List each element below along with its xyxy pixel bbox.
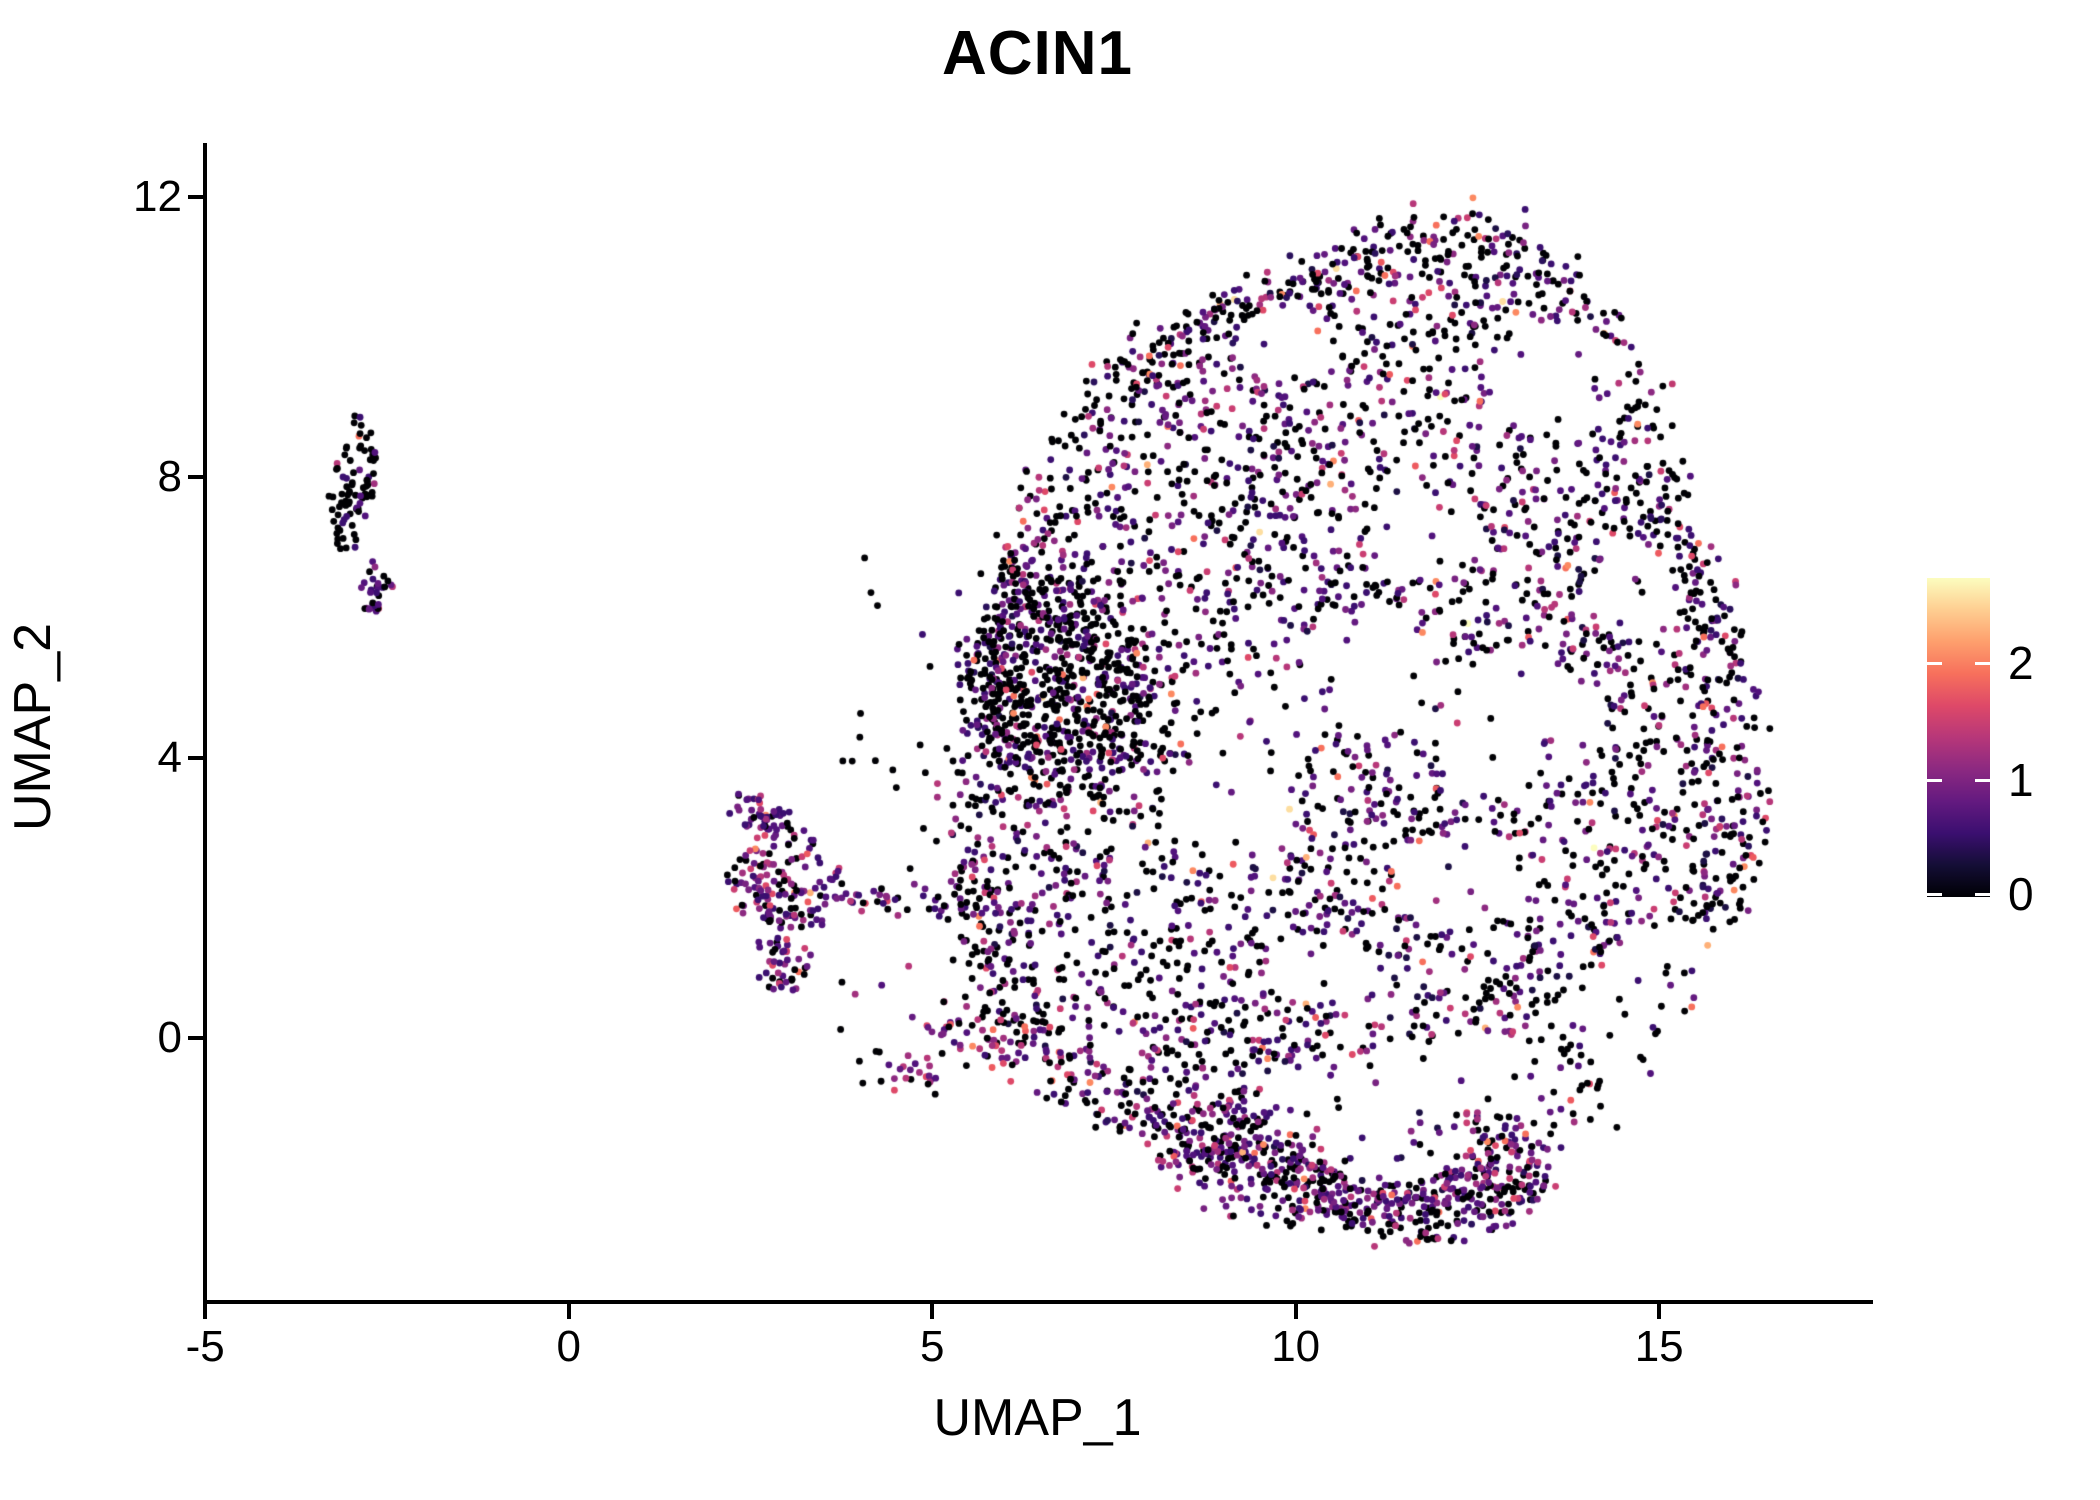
colorbar-tick-1-right xyxy=(1975,778,1990,782)
x-tick-label-0: 0 xyxy=(556,1322,581,1371)
colorbar-label-0: 0 xyxy=(2008,868,2034,920)
x-tick-mark-10 xyxy=(1293,1304,1298,1319)
y-tick-label-12: 12 xyxy=(133,171,182,221)
y-tick-mark-4 xyxy=(188,755,203,760)
y-tick-mark-0 xyxy=(188,1036,203,1040)
x-axis-line xyxy=(203,1300,1873,1304)
x-axis-title: UMAP_1 xyxy=(933,1389,1142,1447)
colorbar-label-1: 1 xyxy=(2008,754,2034,807)
colorbar-tick-0-left xyxy=(1927,892,1942,896)
y-axis-title: UMAP_2 xyxy=(4,622,62,832)
y-tick-mark-8 xyxy=(188,475,203,480)
y-tick-label-8: 8 xyxy=(157,452,182,502)
colorbar-tick-2-left xyxy=(1927,661,1942,665)
x-tick-label-15: 15 xyxy=(1634,1322,1684,1371)
x-tick-mark-0 xyxy=(566,1304,571,1319)
x-tick-label-5: 5 xyxy=(919,1322,945,1371)
x-tick-mark-5 xyxy=(930,1304,935,1319)
x-tick-label-10: 10 xyxy=(1271,1322,1321,1371)
y-tick-label-0: 0 xyxy=(157,1013,182,1062)
colorbar-tick-2-right xyxy=(1975,661,1990,665)
colorbar-label-2: 2 xyxy=(2008,637,2034,690)
x-tick-mark--5 xyxy=(203,1304,208,1319)
colorbar-tick-0-right xyxy=(1975,892,1990,896)
y-axis-line xyxy=(203,143,207,1304)
colorbar-tick-1-left xyxy=(1927,778,1942,782)
x-tick-mark-15 xyxy=(1657,1304,1662,1319)
colorbar-legend xyxy=(1927,578,1990,897)
y-tick-label-4: 4 xyxy=(157,732,182,782)
colorbar-gradient xyxy=(1927,578,1990,897)
y-tick-mark-12 xyxy=(188,194,203,199)
plot-title: ACIN1 xyxy=(941,19,1134,88)
x-tick-label--5: -5 xyxy=(185,1322,225,1371)
